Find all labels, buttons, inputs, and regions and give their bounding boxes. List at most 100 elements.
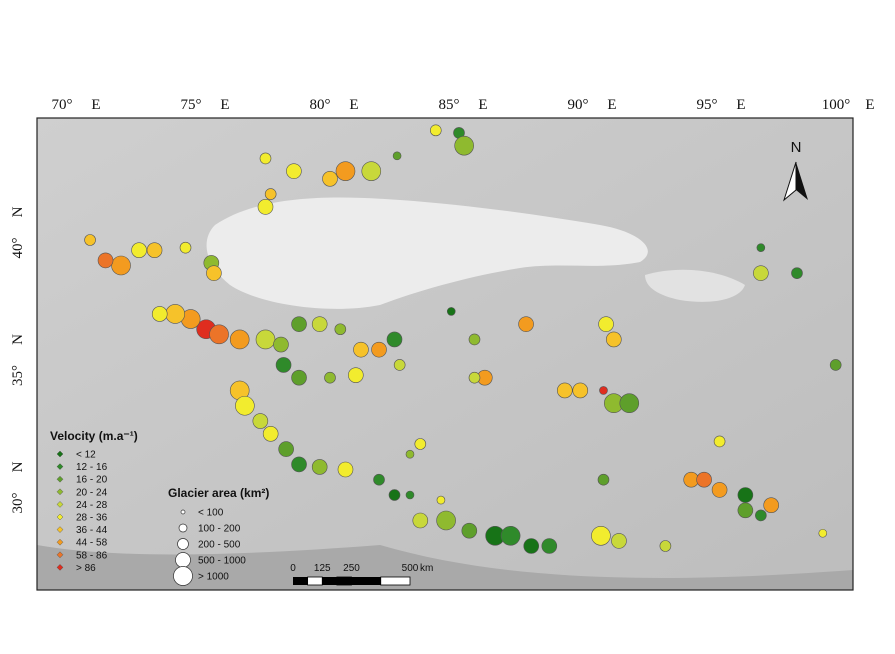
legend-label: 28 - 36 xyxy=(76,513,108,524)
glacier xyxy=(151,306,168,322)
glacier xyxy=(461,522,478,539)
glacier xyxy=(436,495,446,505)
area-legend-title: Glacier area (km²) xyxy=(168,486,269,500)
glacier xyxy=(753,265,769,281)
glacier xyxy=(84,234,96,246)
legend-swatch xyxy=(56,513,64,521)
legend-symbol xyxy=(177,538,189,550)
glacier xyxy=(386,331,403,348)
glacier xyxy=(598,316,614,332)
lon-suffix: E xyxy=(478,97,487,113)
glacier xyxy=(446,307,456,316)
glacier xyxy=(405,449,415,459)
glacier xyxy=(541,538,558,554)
glacier xyxy=(412,512,429,529)
legend-label: 12 - 16 xyxy=(76,462,108,473)
legend-symbol xyxy=(178,523,188,533)
glacier xyxy=(322,171,338,187)
lon-label: 80° xyxy=(310,97,331,113)
glacier xyxy=(361,161,382,181)
glacier xyxy=(259,152,272,165)
tarim-basin xyxy=(206,197,648,309)
legend-label: 500 - 1000 xyxy=(198,556,246,567)
glacier xyxy=(111,255,131,276)
glacier xyxy=(278,441,294,457)
legend-label: > 86 xyxy=(76,563,96,574)
glacier xyxy=(405,490,415,500)
glacier xyxy=(235,395,255,416)
glacier xyxy=(605,331,622,348)
scale-segment xyxy=(380,576,411,586)
legend-label: < 12 xyxy=(76,450,96,461)
qaidam-basin xyxy=(645,269,745,302)
glacier xyxy=(791,267,803,279)
lon-label: 95° xyxy=(697,97,718,113)
glacier xyxy=(311,316,328,332)
glacier xyxy=(591,525,611,546)
scale-unit: km xyxy=(420,563,433,574)
glacier xyxy=(713,435,726,448)
glacier xyxy=(468,333,481,346)
glacier xyxy=(468,371,481,384)
legend-swatch xyxy=(56,475,64,483)
legend-label: 24 - 28 xyxy=(76,500,108,511)
glacier xyxy=(599,386,608,395)
lon-label: 85° xyxy=(439,97,460,113)
lon-label: 100° xyxy=(822,97,851,113)
glacier xyxy=(353,341,369,358)
glacier xyxy=(335,161,356,181)
lat-suffix: N xyxy=(10,461,26,472)
legend-label: < 100 xyxy=(198,508,224,519)
lat-suffix: N xyxy=(10,334,26,345)
scale-segment xyxy=(322,577,337,585)
glacier xyxy=(257,199,274,215)
glacier xyxy=(229,329,250,350)
glacier xyxy=(347,367,364,383)
legend-swatch xyxy=(56,463,64,470)
lon-suffix: E xyxy=(349,97,358,113)
lon-suffix: E xyxy=(607,97,616,113)
legend-label: 100 - 200 xyxy=(198,524,241,535)
glacier xyxy=(311,459,328,475)
glacier xyxy=(273,336,289,353)
glacier xyxy=(252,413,269,429)
lat-label: 30° xyxy=(10,493,26,514)
glacier xyxy=(291,316,307,332)
scale-segment xyxy=(307,576,323,586)
glacier xyxy=(392,151,402,161)
map-frame xyxy=(36,117,854,591)
glacier xyxy=(755,509,767,522)
legend-label: 36 - 44 xyxy=(76,525,108,536)
scale-segment xyxy=(336,576,352,586)
area-legend: Glacier area (km²) < 100 100 - 200 200 - 5… xyxy=(168,486,269,586)
glacier xyxy=(556,382,573,399)
legend-swatch xyxy=(56,501,64,508)
glacier xyxy=(829,359,842,371)
glacier xyxy=(659,540,672,552)
glacier xyxy=(523,538,540,554)
glaciers xyxy=(84,124,842,554)
legend-label: 44 - 58 xyxy=(76,538,108,549)
legend-label: 58 - 86 xyxy=(76,550,108,561)
glacier xyxy=(262,425,279,442)
north-arrow: N xyxy=(783,139,808,202)
legend-label: 16 - 20 xyxy=(76,475,108,486)
scale-label: 0 xyxy=(290,563,296,574)
glacier xyxy=(518,316,534,332)
north-arrow-right xyxy=(796,162,808,200)
glacier xyxy=(337,461,354,478)
glacier xyxy=(209,324,229,345)
glacier xyxy=(373,473,385,486)
legend-swatch xyxy=(56,564,64,571)
glacier xyxy=(597,473,610,486)
lon-label: 75° xyxy=(181,97,202,113)
legend-swatch xyxy=(56,450,64,458)
glacier xyxy=(436,510,456,531)
scale-segment xyxy=(293,577,308,585)
glacier xyxy=(97,252,114,269)
glacier xyxy=(393,359,406,371)
glacier xyxy=(711,482,728,498)
velocity-legend-title: Velocity (m.a⁻¹) xyxy=(50,429,138,443)
lon-label: 90° xyxy=(568,97,589,113)
